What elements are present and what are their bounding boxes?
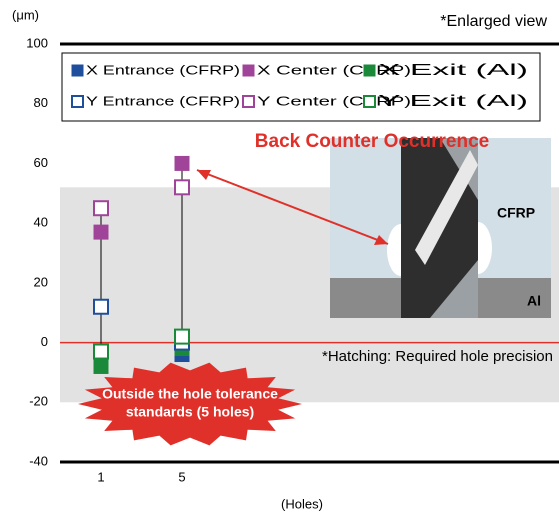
legend-label: X Entrance (CFRP) bbox=[86, 62, 240, 77]
y-tick-label: 60 bbox=[34, 155, 48, 170]
marker bbox=[175, 156, 189, 170]
x-tick-label: 1 bbox=[97, 469, 104, 484]
y-tick-label: 40 bbox=[34, 215, 48, 230]
marker bbox=[175, 330, 189, 344]
legend-label: Y Exit (Al) bbox=[378, 93, 528, 110]
marker bbox=[94, 201, 108, 215]
y-axis-label: (μm) bbox=[12, 7, 39, 22]
cfrp-label: CFRP bbox=[497, 205, 535, 221]
y-tick-label: 0 bbox=[41, 334, 48, 349]
al-label: Al bbox=[527, 293, 541, 309]
y-tick-label: -20 bbox=[29, 394, 48, 409]
y-tick-label: 80 bbox=[34, 95, 48, 110]
legend-label: Y Entrance (CFRP) bbox=[86, 93, 240, 108]
chart: 100 80 60 40 20 0 -20 -40 1 5 CFRP Al (μm) *Enlar… bbox=[0, 0, 559, 515]
legend-swatch bbox=[364, 65, 375, 76]
y-tick-label: -40 bbox=[29, 453, 48, 468]
legend-swatch bbox=[243, 65, 254, 76]
x-tick-label: 5 bbox=[178, 469, 185, 484]
legend-label: X Exit (Al) bbox=[378, 62, 528, 79]
x-axis-label: (Holes) bbox=[281, 496, 323, 511]
marker bbox=[175, 180, 189, 194]
marker bbox=[94, 345, 108, 359]
drill-image: CFRP Al bbox=[330, 138, 551, 318]
outside-note: Outside the hole tolerance bbox=[102, 386, 278, 402]
enlarged-note: *Enlarged view bbox=[440, 13, 547, 30]
outside-note: standards (5 holes) bbox=[126, 404, 254, 420]
y-tick-label: 20 bbox=[34, 274, 48, 289]
legend-swatch bbox=[243, 96, 254, 107]
legend-swatch bbox=[72, 65, 83, 76]
legend-swatch bbox=[72, 96, 83, 107]
legend-swatch bbox=[364, 96, 375, 107]
y-tick-label: 100 bbox=[26, 35, 48, 50]
hatching-note: *Hatching: Required hole precision bbox=[322, 348, 553, 365]
marker bbox=[94, 225, 108, 239]
marker bbox=[94, 359, 108, 373]
marker bbox=[94, 300, 108, 314]
back-counter-note: Back Counter Occurrence bbox=[255, 131, 489, 152]
